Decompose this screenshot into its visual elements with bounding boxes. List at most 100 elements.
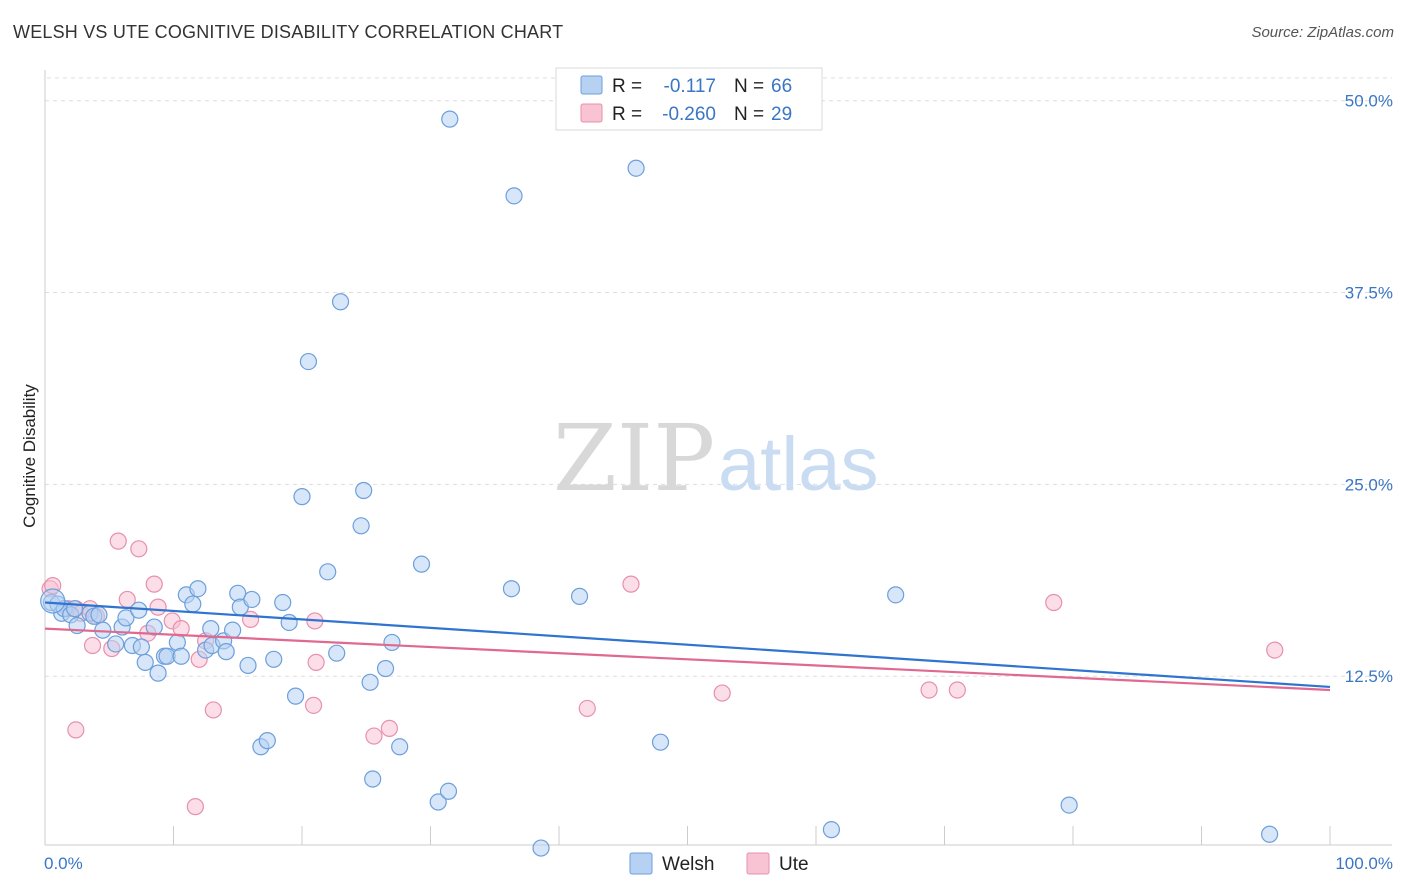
welsh-point [331,293,350,311]
welsh-point [136,653,154,671]
bottom-legend-welsh-swatch [629,852,653,875]
welsh-point [532,839,550,857]
x-tick-label: 100.0% [1335,854,1393,873]
welsh-point [274,593,292,612]
welsh-point [319,563,337,581]
trend-lines [44,601,1331,692]
welsh-point [107,635,125,653]
welsh-point [376,659,395,678]
welsh-point [412,555,431,573]
ute-point [1045,593,1063,612]
welsh-point [299,352,318,371]
legend-welsh-r-value: -0.117 [664,76,716,97]
welsh-point [887,586,905,604]
welsh-point [570,587,589,605]
y-tick-label: 12.5% [1345,667,1393,686]
welsh-point [132,638,150,656]
ute-point [109,532,127,550]
welsh-point [822,821,841,839]
bottom-legend-ute-label: Ute [779,854,809,875]
y-tick-label: 50.0% [1345,92,1393,111]
ute-point [713,684,731,702]
ute-point [304,696,323,714]
source-label: Source: ZipAtlas.com [1251,24,1394,41]
legend-welsh-swatch [580,75,603,95]
ute-point [130,540,148,558]
welsh-point [280,613,298,632]
welsh-point [505,187,523,205]
legend-welsh-n-label: N = [734,76,764,97]
ute-point [307,653,325,671]
welsh-point [1261,825,1279,843]
ute-point [67,721,85,739]
welsh-point [429,793,447,811]
ute-point [920,681,938,699]
grid-lines [45,77,1392,677]
ute-point [204,701,222,719]
welsh-point [383,633,401,652]
y-tick-label: 37.5% [1345,284,1393,303]
welsh-point [1060,796,1078,814]
ute-point [145,575,163,593]
ute-point [948,681,966,699]
welsh-point [355,481,373,500]
y-axis-label: Cognitive Disability [20,384,39,528]
ute-point [622,575,640,593]
welsh-point [145,618,163,636]
ute-points [41,532,1284,816]
top-legend: R = -0.117 N = 66 R = -0.260 N = 29 [555,67,823,131]
welsh-point [90,606,108,624]
welsh-point [364,770,382,788]
ute-point [186,798,204,816]
welsh-point [293,488,311,506]
chart-title: WELSH VS UTE COGNITIVE DISABILITY CORREL… [13,22,564,42]
welsh-point [117,609,135,627]
ute-trend-line [44,627,1331,692]
welsh-point [217,643,235,661]
welsh-point [172,647,190,665]
welsh-points [40,110,1279,857]
x-tick-label: 0.0% [44,854,83,873]
legend-ute-swatch [580,103,603,123]
axes [44,70,1392,846]
welsh-point [352,517,370,535]
welsh-point [202,620,220,638]
welsh-point [391,738,409,756]
y-tick-label: 25.0% [1345,475,1393,494]
legend-welsh-r-label: R = [612,76,642,97]
watermark-zip: ZIP [553,405,715,512]
welsh-point [149,664,167,682]
welsh-point [130,601,148,619]
ute-point [83,636,102,655]
legend-ute-r-label: R = [612,104,642,125]
welsh-point [502,580,521,598]
welsh-point [40,588,66,614]
welsh-point [224,621,242,639]
welsh-point [258,732,276,750]
welsh-point [189,580,207,598]
welsh-point [239,656,257,675]
ute-point [149,598,167,616]
legend-ute-n-value: 29 [771,104,792,125]
legend-ute-r-value: -0.260 [662,104,716,125]
welsh-point [243,590,261,609]
bottom-legend-welsh-label: Welsh [662,854,714,875]
welsh-point [265,650,283,668]
watermark: ZIP atlas [553,405,879,512]
welsh-point [184,595,202,613]
y-tick-labels: 12.5% 25.0% 37.5% 50.0% [1345,92,1393,686]
x-tick-labels: 0.0% 100.0% [44,854,1393,873]
welsh-point [441,110,459,128]
ute-point [1266,641,1284,659]
legend-ute-n-label: N = [734,104,764,125]
welsh-point [286,687,305,705]
bottom-legend-ute-swatch [746,852,770,875]
welsh-trend-line [44,601,1331,689]
ute-point [578,699,596,718]
ute-point [380,719,398,737]
watermark-atlas: atlas [718,422,879,507]
welsh-point [328,644,346,662]
welsh-point [361,673,379,691]
ute-point [365,727,383,745]
